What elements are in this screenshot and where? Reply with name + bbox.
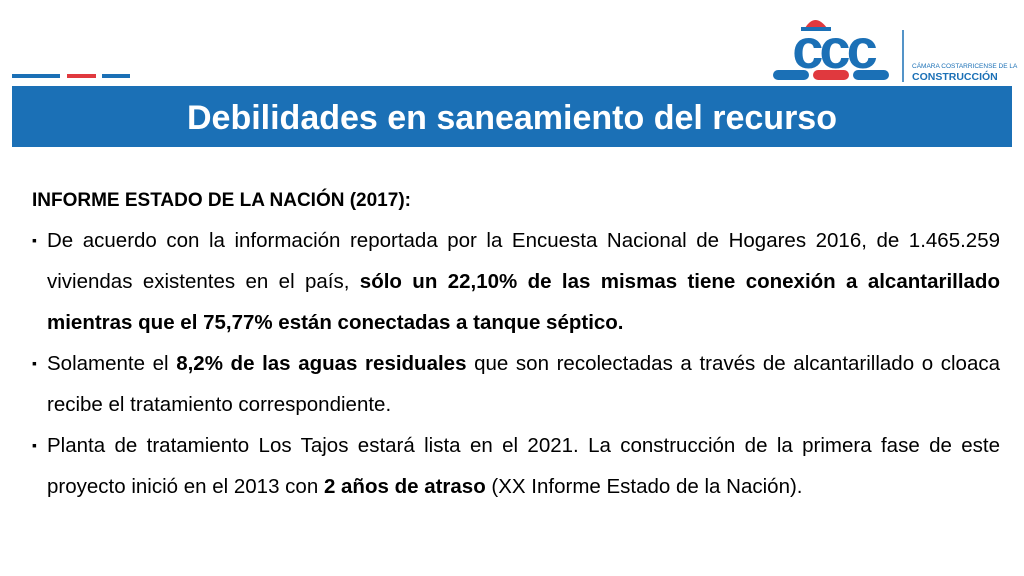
accent-line [67,74,96,78]
logo-base [853,70,889,80]
bullet: Planta de tratamiento Los Tajos estará l… [32,425,1000,507]
title: Debilidades en saneamiento del recurso [186,99,837,137]
text-run: sólo un 22,10% de las mismas tiene conex… [47,270,1000,334]
text-run: Solamente el [47,352,177,375]
logo-base [773,70,809,80]
bullet: Solamente el 8,2% de las aguas residuale… [32,343,1000,425]
accent-line [12,74,60,78]
logo-base [813,70,849,80]
accent-line [102,74,130,78]
text-run: 8,2% de las aguas residuales [176,352,467,375]
text-run: De acuerdo con la información reportada … [47,229,1000,293]
text-run: Planta de tratamiento Los Tajos estará l… [47,434,1000,498]
heading: INFORME ESTADO DE LA NACIÓN (2017): [32,190,411,211]
logo-line2: CONSTRUCCIÓN [912,70,998,83]
bullet: De acuerdo con la información reportada … [32,220,1000,343]
helmet-brim [801,27,831,31]
logo-line1: CÁMARA COSTARRICENSE DE LA [912,61,1018,70]
bullet-list: De acuerdo con la información reportada … [32,220,1000,507]
text-run: que son recolectadas a través de alcanta… [47,352,1000,416]
title-bar: Debilidades en saneamiento del recurso [12,86,1012,147]
text-run: 2 años de atraso [323,475,486,498]
logo: ccc CÁMARA COSTARRICENSE DE LA CONSTRUCC… [773,17,1018,83]
helmet [805,20,827,28]
logo-mark: ccc [792,17,876,80]
text-run: (XX Informe Estado de la Nación). [485,475,803,498]
